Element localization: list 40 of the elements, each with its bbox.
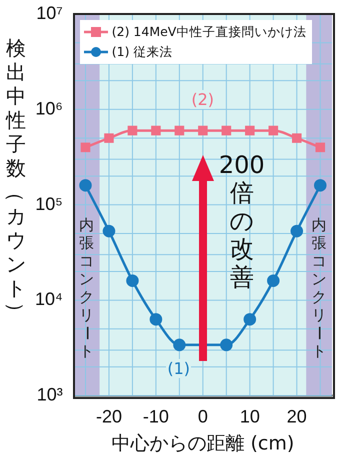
point	[104, 133, 114, 143]
annotation: (2)	[190, 90, 216, 110]
x-tick-label: 0	[198, 406, 208, 426]
x-tick-label: 20	[286, 406, 307, 426]
annotation: (1)	[166, 359, 192, 378]
point	[290, 224, 304, 238]
point	[244, 313, 256, 326]
point	[151, 126, 161, 136]
legend-label: (2) 14MeV中性子直接問いかけ法	[112, 23, 306, 41]
point	[268, 126, 278, 136]
point	[174, 126, 184, 136]
point	[267, 274, 280, 287]
point	[222, 126, 232, 136]
band-label: 内張コンクリート	[78, 216, 96, 360]
text: 検出中性子数（カウント）	[4, 36, 28, 322]
y-tick-label: 10⁶	[35, 98, 63, 118]
band-label: 内張コンクリート	[310, 216, 328, 360]
point	[315, 142, 326, 152]
annotation: 200倍の改善	[218, 151, 265, 292]
point	[198, 126, 208, 136]
point	[128, 126, 138, 136]
x-axis-title: 中心からの距離 (cm)	[111, 432, 294, 455]
point	[126, 274, 139, 287]
point	[79, 179, 92, 192]
point	[314, 179, 327, 192]
x-tick-label: 10	[240, 406, 260, 426]
y-tick-label: 10⁴	[34, 289, 63, 310]
point	[173, 338, 186, 352]
x-tick-label: -20	[96, 406, 122, 426]
point	[292, 133, 302, 143]
x-tick-label: -10	[142, 406, 169, 426]
y-tick-label: 10⁷	[36, 2, 63, 23]
point	[245, 126, 255, 136]
point	[220, 338, 233, 352]
point	[150, 313, 162, 326]
point	[102, 224, 116, 238]
y-tick-label: 10³	[36, 384, 63, 405]
point	[80, 142, 90, 152]
y-tick-label: 10⁵	[35, 194, 63, 214]
legend-label: (1) 従来法	[112, 43, 172, 61]
